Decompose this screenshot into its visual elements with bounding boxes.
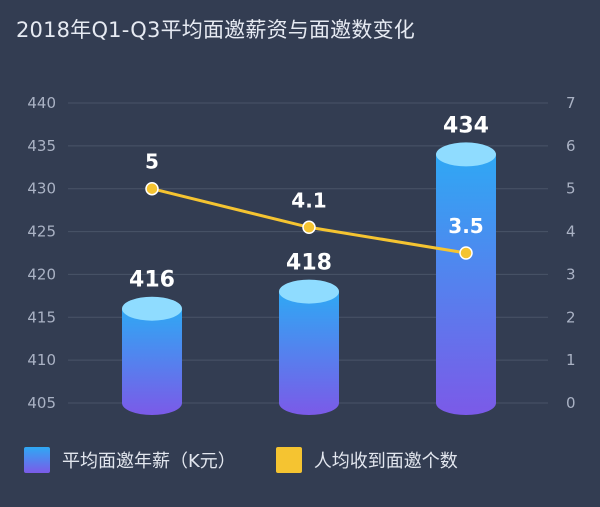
left-axis-tick: 430 <box>27 180 56 198</box>
bar-value-label: 418 <box>286 251 332 276</box>
left-axis-tick: 420 <box>27 265 56 283</box>
right-axis-tick: 6 <box>566 137 576 155</box>
combo-chart: 440 435 430 425 420 415 410 405 7 6 5 4 3 2 1 0 416 418… <box>27 94 576 415</box>
legend: 平均面邀年薪（K元） 人均收到面邀个数 <box>24 447 498 473</box>
legend-swatch-line <box>275 447 302 473</box>
left-y-axis: 440 435 430 425 420 415 410 405 <box>27 94 56 412</box>
bar-value-label: 416 <box>129 268 175 293</box>
right-axis-tick: 2 <box>566 308 576 326</box>
right-axis-tick: 1 <box>566 351 576 369</box>
right-y-axis: 7 6 5 4 3 2 1 0 <box>566 94 576 412</box>
legend-label-line: 人均收到面邀个数 <box>313 451 458 472</box>
legend-swatch-bars <box>24 447 50 473</box>
bar-cap <box>122 296 182 321</box>
bar-value-label: 434 <box>443 113 489 138</box>
left-axis-tick: 435 <box>27 137 56 155</box>
line-series: 5 4.1 3.5 <box>145 150 484 260</box>
right-axis-tick: 5 <box>566 180 576 198</box>
bar-body <box>279 291 339 415</box>
right-axis-tick: 4 <box>566 223 576 241</box>
bar-body <box>436 154 496 415</box>
line-point <box>145 181 159 196</box>
right-axis-tick: 7 <box>566 94 576 112</box>
line-value-label: 4.1 <box>291 188 326 212</box>
left-axis-tick: 415 <box>27 308 56 326</box>
line-point <box>459 246 473 260</box>
legend-item-line: 人均收到面邀个数 <box>275 447 458 473</box>
legend-item-bars: 平均面邀年薪（K元） <box>24 447 236 473</box>
bar-cap <box>279 279 339 304</box>
line-point <box>302 220 316 235</box>
right-axis-tick: 3 <box>566 265 576 283</box>
line-value-label: 5 <box>145 150 159 174</box>
bar-q1: 416 <box>122 268 182 415</box>
bar-cap <box>436 142 496 167</box>
bar-body <box>122 308 182 415</box>
bar-q2: 418 <box>279 251 339 415</box>
bar-series: 416 418 434 <box>122 113 496 415</box>
left-axis-tick: 425 <box>27 223 56 241</box>
left-axis-tick: 440 <box>27 94 56 112</box>
bar-q3: 434 <box>436 113 496 415</box>
right-axis-tick: 0 <box>566 394 576 412</box>
left-axis-tick: 410 <box>27 351 56 369</box>
left-axis-tick: 405 <box>27 394 56 412</box>
line-value-label: 3.5 <box>448 214 483 238</box>
legend-label-bars: 平均面邀年薪（K元） <box>62 451 236 472</box>
chart-title: 2018年Q1-Q3平均面邀薪资与面邀数变化 <box>16 18 415 42</box>
